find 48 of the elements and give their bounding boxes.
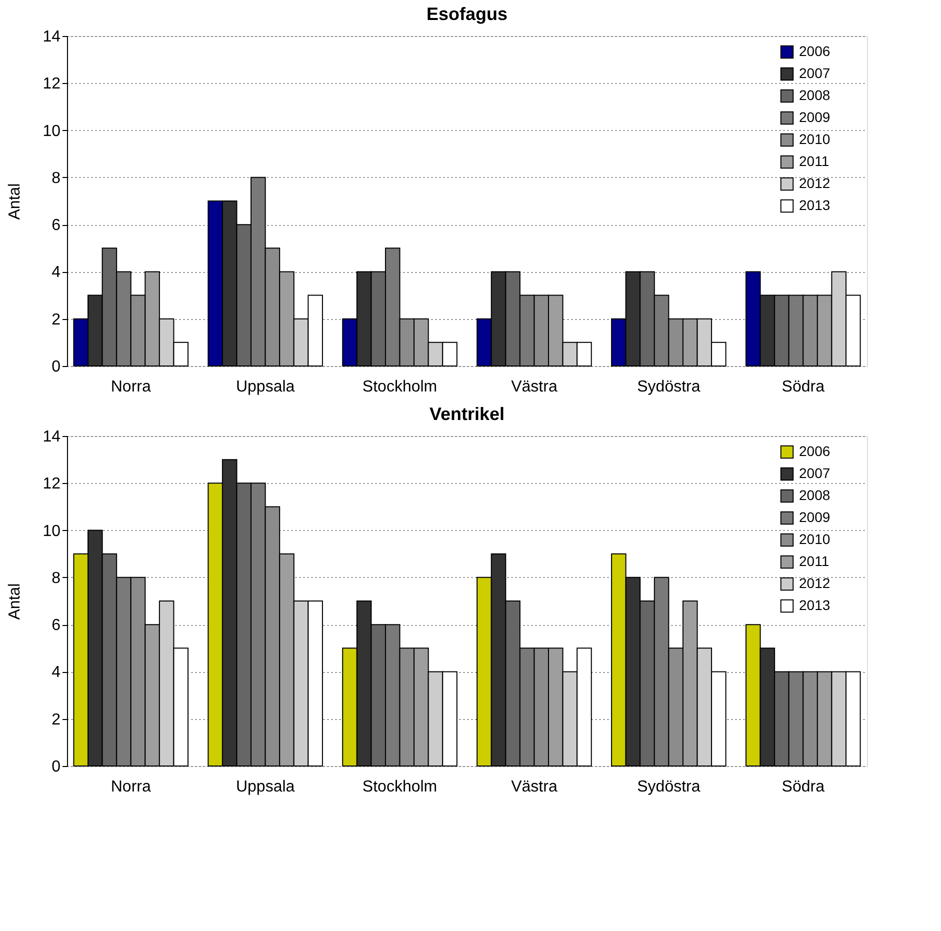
- y-tick-label: 2: [52, 711, 61, 728]
- legend-label: 2007: [799, 465, 830, 481]
- y-tick-label: 0: [52, 358, 61, 376]
- legend-label: 2006: [799, 43, 830, 59]
- x-tick-label: Uppsala: [236, 378, 295, 396]
- legend-label: 2013: [799, 597, 830, 613]
- y-tick-label: 14: [42, 428, 61, 446]
- x-tick-label: Stockholm: [362, 778, 438, 796]
- y-tick-label: 8: [52, 570, 61, 587]
- y-tick-label: 6: [52, 217, 61, 234]
- legend-label: 2008: [799, 487, 830, 503]
- legend-label: 2007: [799, 65, 830, 81]
- y-axis-title: Antal: [6, 183, 24, 220]
- y-tick-label: 4: [52, 664, 61, 682]
- legend-label: 2012: [799, 175, 830, 191]
- chart-title: Esofagus: [426, 4, 508, 24]
- x-tick-label: Västra: [511, 778, 558, 796]
- x-tick-label: Sydöstra: [637, 778, 700, 796]
- legend-label: 2009: [799, 509, 830, 525]
- legend-label: 2009: [799, 109, 830, 125]
- legend-label: 2008: [799, 87, 830, 103]
- x-tick-label: Västra: [511, 378, 558, 396]
- legend-label: 2011: [799, 553, 830, 569]
- legend-label: 2013: [799, 197, 830, 213]
- legend-label: 2012: [799, 575, 830, 591]
- x-tick-label: Norra: [110, 778, 151, 796]
- legend-label: 2006: [799, 443, 830, 459]
- x-tick-label: Uppsala: [236, 778, 295, 796]
- y-tick-label: 12: [42, 476, 61, 493]
- y-tick-label: 0: [52, 758, 61, 776]
- y-tick-label: 10: [42, 122, 61, 140]
- x-tick-label: Stockholm: [362, 378, 438, 396]
- x-tick-label: Södra: [782, 378, 825, 396]
- legend-label: 2010: [799, 531, 830, 547]
- x-tick-label: Sydöstra: [637, 378, 700, 396]
- legend-label: 2011: [799, 153, 830, 169]
- y-tick-label: 8: [52, 170, 61, 187]
- y-tick-label: 2: [52, 311, 61, 328]
- y-tick-label: 4: [52, 264, 61, 282]
- y-tick-label: 14: [42, 28, 61, 46]
- x-tick-label: Norra: [110, 378, 151, 396]
- y-tick-label: 10: [42, 522, 61, 540]
- y-tick-label: 6: [52, 617, 61, 634]
- legend-label: 2010: [799, 131, 830, 147]
- x-tick-label: Södra: [782, 778, 825, 796]
- chart-title: Ventrikel: [429, 404, 505, 424]
- y-tick-label: 12: [42, 76, 61, 93]
- y-axis-title: Antal: [6, 583, 24, 620]
